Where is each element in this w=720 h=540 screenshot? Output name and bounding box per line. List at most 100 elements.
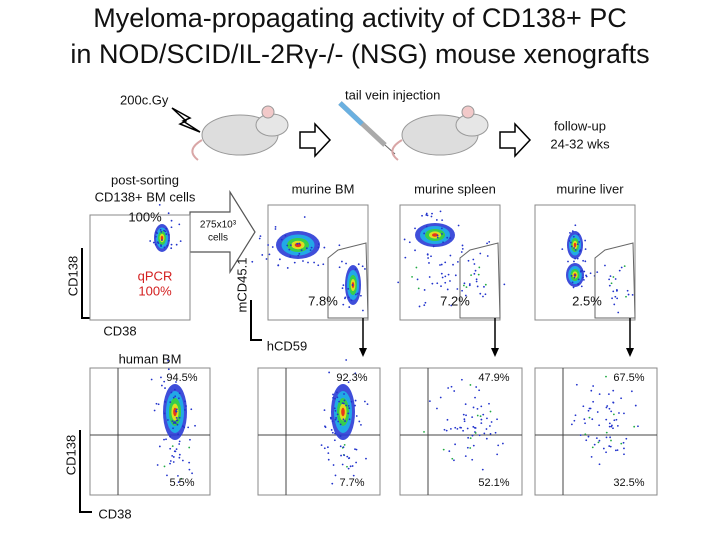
event-dot bbox=[343, 399, 346, 402]
event-dot bbox=[568, 239, 571, 242]
event-dot bbox=[440, 272, 443, 275]
sorting-label: post-sorting bbox=[111, 172, 179, 187]
event-dot bbox=[471, 434, 474, 437]
event-dot bbox=[149, 240, 152, 242]
event-dot bbox=[442, 241, 444, 244]
event-dot bbox=[449, 254, 452, 257]
syringe-icon bbox=[338, 101, 396, 155]
event-dot bbox=[348, 418, 351, 421]
event-dot bbox=[423, 289, 426, 291]
event-dot bbox=[441, 276, 444, 279]
step-arrow bbox=[499, 122, 532, 158]
event-dot bbox=[596, 271, 599, 274]
event-dot bbox=[331, 420, 334, 423]
event-dot bbox=[488, 402, 490, 405]
event-dot bbox=[345, 262, 347, 265]
event-dot bbox=[489, 433, 492, 435]
event-dot bbox=[630, 390, 633, 393]
event-dot bbox=[169, 460, 172, 462]
event-dot bbox=[154, 243, 157, 246]
event-dot bbox=[574, 257, 577, 260]
percent-label: murine BM bbox=[292, 181, 355, 196]
event-dot bbox=[456, 260, 459, 263]
event-dot bbox=[480, 405, 483, 408]
event-dot bbox=[338, 400, 341, 403]
event-dot bbox=[440, 263, 443, 266]
event-dot bbox=[490, 421, 493, 423]
event-dot bbox=[614, 449, 617, 452]
event-dot bbox=[449, 237, 452, 239]
event-dot bbox=[163, 438, 165, 441]
event-dot bbox=[340, 454, 342, 457]
event-dot bbox=[474, 396, 476, 399]
event-dot bbox=[169, 401, 172, 403]
event-dot bbox=[163, 465, 166, 468]
event-dot bbox=[471, 458, 474, 461]
event-dot bbox=[175, 448, 178, 451]
event-dot bbox=[571, 281, 574, 284]
event-dot bbox=[580, 270, 582, 272]
event-dot bbox=[456, 288, 459, 290]
step-arrow bbox=[299, 122, 332, 158]
event-dot bbox=[160, 384, 163, 387]
event-dot bbox=[605, 451, 607, 454]
arrow-head bbox=[626, 348, 634, 357]
x-axis-label: hCD59 bbox=[267, 338, 307, 353]
event-dot bbox=[288, 248, 291, 251]
event-dot bbox=[620, 266, 623, 269]
event-dot bbox=[445, 429, 448, 432]
event-dot bbox=[608, 284, 611, 287]
event-dot bbox=[610, 439, 612, 442]
percent-label: 7.8% bbox=[308, 293, 338, 308]
event-dot bbox=[175, 243, 178, 246]
event-dot bbox=[593, 443, 596, 446]
event-dot bbox=[358, 420, 361, 423]
event-dot bbox=[577, 233, 580, 236]
event-dot bbox=[478, 434, 481, 437]
event-dot bbox=[155, 402, 158, 405]
event-dot bbox=[337, 420, 340, 423]
event-dot bbox=[347, 467, 350, 470]
percent-label: 2.5% bbox=[572, 293, 602, 308]
event-dot bbox=[366, 403, 369, 406]
event-dot bbox=[616, 424, 619, 427]
event-dot bbox=[152, 241, 155, 244]
event-dot bbox=[274, 225, 277, 228]
event-dot bbox=[425, 212, 428, 215]
event-dot bbox=[324, 425, 326, 428]
event-dot bbox=[486, 255, 489, 257]
event-dot bbox=[150, 378, 153, 381]
event-dot bbox=[323, 409, 326, 412]
event-dot bbox=[175, 417, 178, 419]
injection-label: tail vein injection bbox=[345, 87, 440, 102]
event-dot bbox=[169, 447, 172, 450]
event-dot bbox=[583, 270, 586, 273]
event-dot bbox=[605, 436, 608, 439]
event-dot bbox=[355, 461, 358, 464]
event-dot bbox=[465, 286, 468, 288]
event-dot bbox=[174, 450, 177, 453]
event-dot bbox=[157, 403, 160, 406]
event-dot bbox=[570, 423, 573, 426]
event-dot bbox=[456, 427, 459, 430]
event-dot bbox=[609, 436, 612, 439]
event-dot bbox=[408, 241, 411, 244]
event-dot bbox=[342, 284, 345, 287]
event-dot bbox=[326, 446, 329, 449]
event-dot bbox=[156, 232, 159, 235]
event-dot bbox=[605, 406, 608, 409]
event-dot bbox=[470, 274, 473, 277]
event-dot bbox=[472, 258, 475, 261]
cell-count: cells bbox=[208, 233, 228, 244]
event-dot bbox=[462, 284, 465, 287]
percent-label: 92.3% bbox=[336, 372, 367, 384]
event-dot bbox=[181, 459, 184, 462]
event-dot bbox=[616, 289, 618, 292]
event-dot bbox=[286, 244, 289, 247]
event-dot bbox=[163, 246, 166, 249]
event-dot bbox=[575, 383, 578, 386]
event-dot bbox=[309, 249, 312, 252]
population bbox=[173, 407, 177, 417]
